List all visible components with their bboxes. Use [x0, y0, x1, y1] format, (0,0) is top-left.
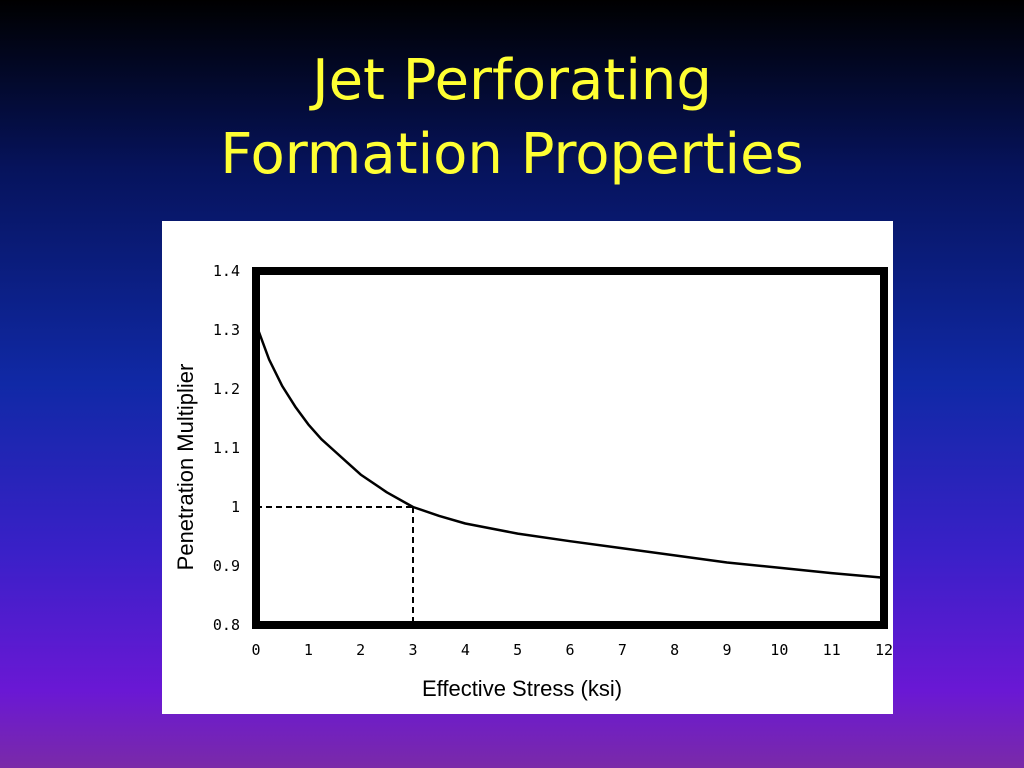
reference-lines	[256, 506, 414, 625]
x-tick-label: 6	[565, 641, 574, 659]
x-tick-label: 12	[875, 641, 893, 659]
x-axis-label: Effective Stress (ksi)	[421, 676, 623, 701]
plot-frame	[252, 267, 888, 629]
chart-panel: 0.8 0.9 1 1.1 1.2 1.3 1.4 0 1 2 3 4 5 6 7 8 9 10 11 12 Pen…	[162, 221, 893, 714]
x-tick-label: 7	[618, 641, 627, 659]
y-axis-label: Penetration Multiplier	[173, 363, 198, 571]
x-tick-label: 9	[722, 641, 731, 659]
x-tick-label: 8	[670, 641, 679, 659]
x-axis-ticks: 0 1 2 3 4 5 6 7 8 9 10 11 12	[251, 641, 893, 659]
series-line-0	[254, 323, 885, 580]
y-tick-label: 0.9	[213, 557, 240, 575]
series-layer	[254, 323, 885, 580]
y-tick-label: 1.2	[213, 380, 240, 398]
y-tick-label: 0.8	[213, 616, 240, 634]
slide-title-line-2: Formation Properties	[220, 122, 804, 187]
x-tick-label: 5	[513, 641, 522, 659]
penetration-chart: 0.80.911.11.21.31.4 0 1 2 3 4 5 6 7 8 9 10 11 12	[213, 262, 893, 659]
x-tick-label: 3	[408, 641, 417, 659]
y-tick-label: 1.4	[213, 262, 240, 280]
x-tick-label: 4	[461, 641, 470, 659]
slide-title-line-1: Jet Perforating	[312, 48, 712, 113]
y-tick-label: 1	[231, 498, 240, 516]
x-tick-label: 2	[356, 641, 365, 659]
x-tick-label: 10	[770, 641, 788, 659]
y-tick-label: 1.1	[213, 439, 240, 457]
y-axis-ticks: 0.8 0.9 1 1.1 1.2 1.3 1.4	[213, 262, 240, 634]
y-tick-label: 1.3	[213, 321, 240, 339]
x-tick-label: 1	[304, 641, 313, 659]
plot-area	[252, 267, 888, 629]
x-tick-label: 0	[251, 641, 260, 659]
slide-title: Jet Perforating Formation Properties	[0, 44, 1024, 192]
x-tick-label: 11	[823, 641, 841, 659]
